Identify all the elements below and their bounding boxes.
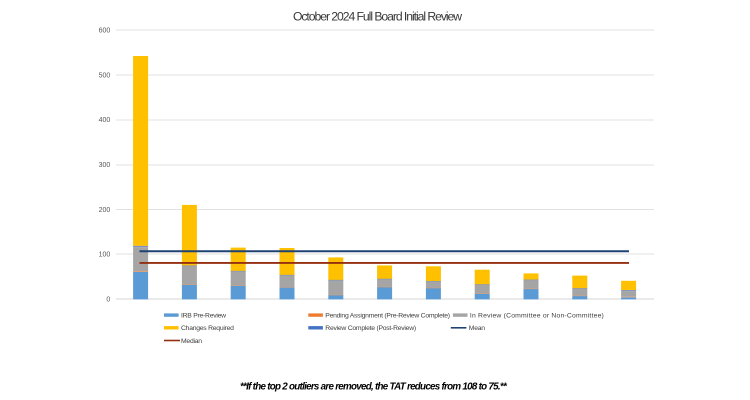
svg-text:0: 0 xyxy=(106,296,110,303)
svg-text:400: 400 xyxy=(99,117,111,124)
svg-text:October 2024 Full Board Initia: October 2024 Full Board Initial Review xyxy=(293,10,462,24)
svg-text:**If the top 2 outliers are re: **If the top 2 outliers are removed, the… xyxy=(240,382,508,393)
svg-text:Review Complete (Post-Review): Review Complete (Post-Review) xyxy=(325,325,416,332)
svg-text:600: 600 xyxy=(99,28,111,35)
svg-text:Changes Required: Changes Required xyxy=(181,325,234,332)
svg-text:Pending Assignment (Pre-Review: Pending Assignment (Pre-Review Complete) xyxy=(325,313,450,320)
svg-text:100: 100 xyxy=(99,252,111,259)
svg-text:IRB Pre-Review: IRB Pre-Review xyxy=(181,313,226,320)
svg-text:Mean: Mean xyxy=(469,325,485,332)
svg-text:500: 500 xyxy=(99,72,111,79)
svg-text:In Review (Committee or Non-Co: In Review (Committee or Non-Committee) xyxy=(470,313,604,320)
svg-text:200: 200 xyxy=(99,207,111,214)
svg-text:300: 300 xyxy=(99,162,111,169)
svg-text:Median: Median xyxy=(181,338,202,345)
